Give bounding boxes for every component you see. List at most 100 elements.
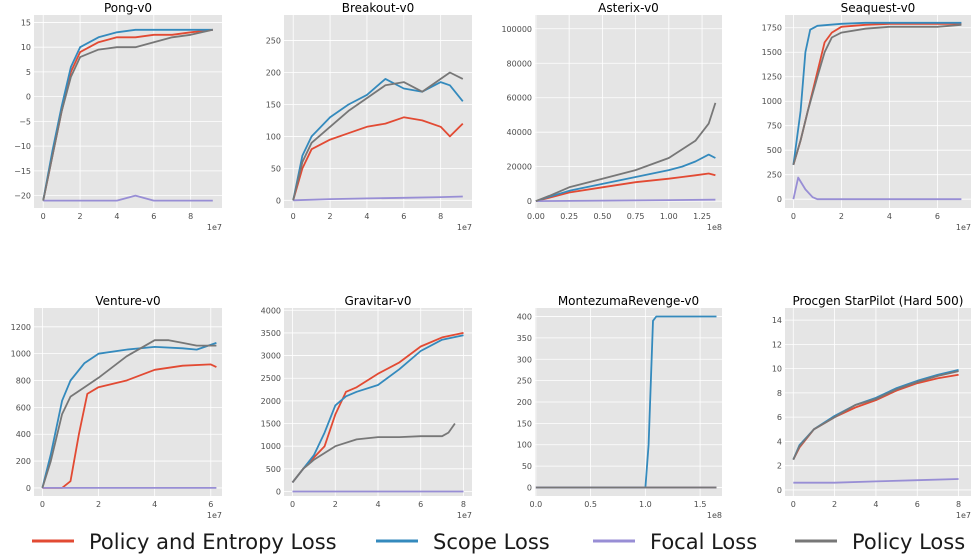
chart-2-y-tick-label: 250: [266, 37, 281, 46]
chart-5-x-tick-label: 4: [152, 500, 157, 509]
legend: Policy and Entropy Loss Scope Loss Focal L…: [32, 530, 965, 554]
chart-8-plot-area: [785, 308, 971, 496]
chart-3-y-tick-label: 0: [527, 197, 532, 206]
chart-panels: 0 2 4 6 8 −20 −15 −10 −5 0 5 10 15 Pong-v0 1e7 0 2 4 6 8 0 50…: [11, 1, 971, 520]
chart-1-y-tick-label: −20: [14, 192, 31, 201]
chart-1-y-tick-label: 5: [26, 68, 31, 77]
chart-8-title: Procgen StarPilot (Hard 500): [793, 294, 964, 308]
chart-6-y-tick-label: 2500: [261, 374, 281, 383]
chart-4-x-tick-label: 6: [935, 212, 940, 221]
chart-4-y-tick-label: 0: [777, 195, 782, 204]
chart-6-y-tick-label: 2000: [261, 397, 281, 406]
chart-6-x-tick-label: 4: [375, 500, 380, 509]
chart-4-title: Seaquest-v0: [841, 1, 916, 15]
chart-4-y-tick-label: 500: [767, 146, 782, 155]
chart-4-x-tick-label: 2: [839, 212, 844, 221]
legend-label-focal-loss: Focal Loss: [650, 530, 757, 554]
chart-7-x-tick-label: 1.5: [694, 500, 707, 509]
chart-4-y-tick-label: 1500: [762, 48, 782, 57]
chart-6-y-tick-label: 0: [276, 487, 281, 496]
chart-6-y-tick-label: 3000: [261, 352, 281, 361]
chart-3-x-tick-label: 1.00: [660, 212, 678, 221]
chart-8-x-tick-label: 4: [873, 500, 878, 509]
chart-6-y-tick-label: 500: [266, 465, 281, 474]
chart-8-x-offset-label: 1e7: [956, 511, 971, 520]
chart-2-y-tick-label: 50: [271, 164, 281, 173]
chart-4-y-tick-label: 1000: [762, 97, 782, 106]
legend-label-scope-loss: Scope Loss: [433, 530, 550, 554]
chart-6: 0 2 4 6 8 0 500 1000 1500 2000 2500 3000 3500 4000 Gra…: [261, 294, 472, 520]
chart-5-y-tick-label: 0: [26, 484, 31, 493]
chart-7-y-tick-label: 300: [517, 355, 532, 364]
chart-6-y-tick-label: 3500: [261, 329, 281, 338]
chart-5-x-tick-label: 2: [96, 500, 101, 509]
chart-6-x-tick-label: 6: [418, 500, 423, 509]
chart-5-y-tick-label: 600: [16, 403, 31, 412]
chart-3-y-tick-label: 40000: [507, 128, 532, 137]
chart-2-y-tick-label: 150: [266, 100, 281, 109]
chart-3-x-tick-label: 0.50: [593, 212, 611, 221]
chart-3-x-tick-label: 0.25: [560, 212, 578, 221]
chart-5-y-tick-label: 400: [16, 430, 31, 439]
chart-3-y-tick-label: 80000: [507, 59, 532, 68]
chart-8-x-tick-label: 2: [832, 500, 837, 509]
chart-3-x-tick-label: 1.25: [693, 212, 711, 221]
chart-2-plot-area: [284, 15, 472, 208]
chart-1-y-tick-label: 0: [26, 93, 31, 102]
chart-1-title: Pong-v0: [104, 1, 152, 15]
chart-5-y-tick-label: 1200: [11, 323, 31, 332]
chart-8-y-tick-label: 14: [772, 316, 782, 325]
chart-8-y-tick-label: 8: [777, 389, 782, 398]
chart-7-y-tick-label: 0: [527, 483, 532, 492]
chart-4-x-tick-label: 0: [791, 212, 796, 221]
chart-1-x-tick-label: 8: [188, 212, 193, 221]
chart-8-y-tick-label: 0: [777, 486, 782, 495]
chart-5-x-tick-label: 6: [208, 500, 213, 509]
chart-5: 0 2 4 6 0 200 400 600 800 1000 1200 Venture-v0 1e7: [11, 294, 222, 520]
chart-7: 0.0 0.5 1.0 1.5 0 50 100 150 200 250 300 350 400 Mont…: [517, 294, 722, 520]
chart-2-title: Breakout-v0: [342, 1, 415, 15]
chart-8-y-tick-label: 4: [777, 437, 782, 446]
chart-2-x-tick-label: 4: [364, 212, 369, 221]
chart-1-y-tick-label: −5: [19, 117, 31, 126]
chart-2-x-tick-label: 6: [401, 212, 406, 221]
chart-8-y-tick-label: 10: [772, 365, 782, 374]
chart-3-y-tick-label: 60000: [507, 94, 532, 103]
chart-4-y-tick-label: 1750: [762, 24, 782, 33]
chart-1-x-offset-label: 1e7: [207, 223, 222, 232]
chart-8-y-tick-label: 6: [777, 413, 782, 422]
chart-3-x-tick-label: 0.00: [527, 212, 545, 221]
chart-7-y-tick-label: 150: [517, 419, 532, 428]
chart-1-y-tick-label: 15: [21, 18, 31, 27]
chart-6-y-tick-label: 1000: [261, 442, 281, 451]
chart-1-y-tick-label: 10: [21, 43, 31, 52]
chart-6-y-tick-label: 1500: [261, 420, 281, 429]
chart-2-x-tick-label: 0: [291, 212, 296, 221]
chart-4-y-tick-label: 250: [767, 171, 782, 180]
chart-7-y-tick-label: 350: [517, 334, 532, 343]
chart-7-x-tick-label: 0.0: [530, 500, 543, 509]
chart-1-y-tick-label: −10: [14, 142, 31, 151]
chart-7-title: MontezumaRevenge-v0: [558, 294, 699, 308]
chart-5-title: Venture-v0: [95, 294, 160, 308]
chart-6-x-tick-label: 0: [290, 500, 295, 509]
chart-3-x-offset-label: 1e8: [707, 223, 722, 232]
chart-6-x-tick-label: 2: [333, 500, 338, 509]
chart-5-y-tick-label: 1000: [11, 350, 31, 359]
chart-4-x-tick-label: 4: [887, 212, 892, 221]
chart-6-x-tick-label: 8: [461, 500, 466, 509]
chart-8-x-tick-label: 0: [791, 500, 796, 509]
chart-4-x-offset-label: 1e7: [956, 223, 971, 232]
chart-6-title: Gravitar-v0: [345, 294, 412, 308]
chart-5-y-tick-label: 800: [16, 377, 31, 386]
chart-1: 0 2 4 6 8 −20 −15 −10 −5 0 5 10 15 Pong-v0 1e7: [14, 1, 222, 232]
chart-3-y-tick-label: 20000: [507, 163, 532, 172]
chart-8-y-tick-label: 12: [772, 340, 782, 349]
chart-4-y-tick-label: 1250: [762, 73, 782, 82]
chart-8-x-tick-label: 6: [915, 500, 920, 509]
chart-5-x-offset-label: 1e7: [207, 511, 222, 520]
chart-8-y-tick-label: 2: [777, 462, 782, 471]
chart-4: 0 2 4 6 0 250 500 750 1000 1250 1500 1750 Seaquest-v…: [762, 1, 971, 232]
chart-2-y-tick-label: 100: [266, 132, 281, 141]
